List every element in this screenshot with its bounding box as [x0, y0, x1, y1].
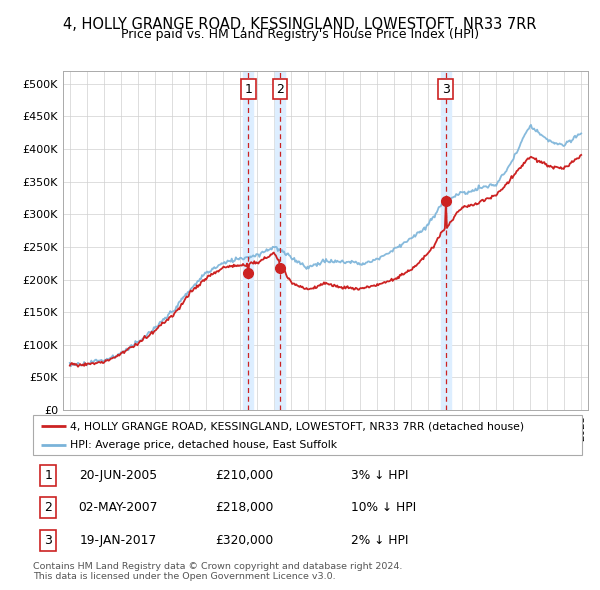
Text: £320,000: £320,000	[215, 534, 274, 547]
Text: 4, HOLLY GRANGE ROAD, KESSINGLAND, LOWESTOFT, NR33 7RR: 4, HOLLY GRANGE ROAD, KESSINGLAND, LOWES…	[63, 17, 537, 32]
Text: £218,000: £218,000	[215, 502, 274, 514]
Text: 3% ↓ HPI: 3% ↓ HPI	[352, 469, 409, 482]
Text: 3: 3	[44, 534, 52, 547]
Text: 19-JAN-2017: 19-JAN-2017	[80, 534, 157, 547]
Bar	[440, 71, 451, 410]
Text: 2: 2	[276, 83, 284, 96]
Bar	[243, 71, 253, 410]
Text: 2: 2	[44, 502, 52, 514]
Text: HPI: Average price, detached house, East Suffolk: HPI: Average price, detached house, East…	[70, 440, 337, 450]
Text: 20-JUN-2005: 20-JUN-2005	[79, 469, 157, 482]
Text: 1: 1	[44, 469, 52, 482]
Text: 10% ↓ HPI: 10% ↓ HPI	[352, 502, 416, 514]
Text: 3: 3	[442, 83, 449, 96]
Text: Contains HM Land Registry data © Crown copyright and database right 2024.: Contains HM Land Registry data © Crown c…	[33, 562, 403, 571]
Text: 4, HOLLY GRANGE ROAD, KESSINGLAND, LOWESTOFT, NR33 7RR (detached house): 4, HOLLY GRANGE ROAD, KESSINGLAND, LOWES…	[70, 421, 524, 431]
Text: £210,000: £210,000	[215, 469, 274, 482]
Text: 2% ↓ HPI: 2% ↓ HPI	[352, 534, 409, 547]
Text: 02-MAY-2007: 02-MAY-2007	[79, 502, 158, 514]
Text: Price paid vs. HM Land Registry's House Price Index (HPI): Price paid vs. HM Land Registry's House …	[121, 28, 479, 41]
Text: This data is licensed under the Open Government Licence v3.0.: This data is licensed under the Open Gov…	[33, 572, 335, 581]
Bar	[275, 71, 285, 410]
FancyBboxPatch shape	[33, 415, 582, 455]
Text: 1: 1	[244, 83, 252, 96]
